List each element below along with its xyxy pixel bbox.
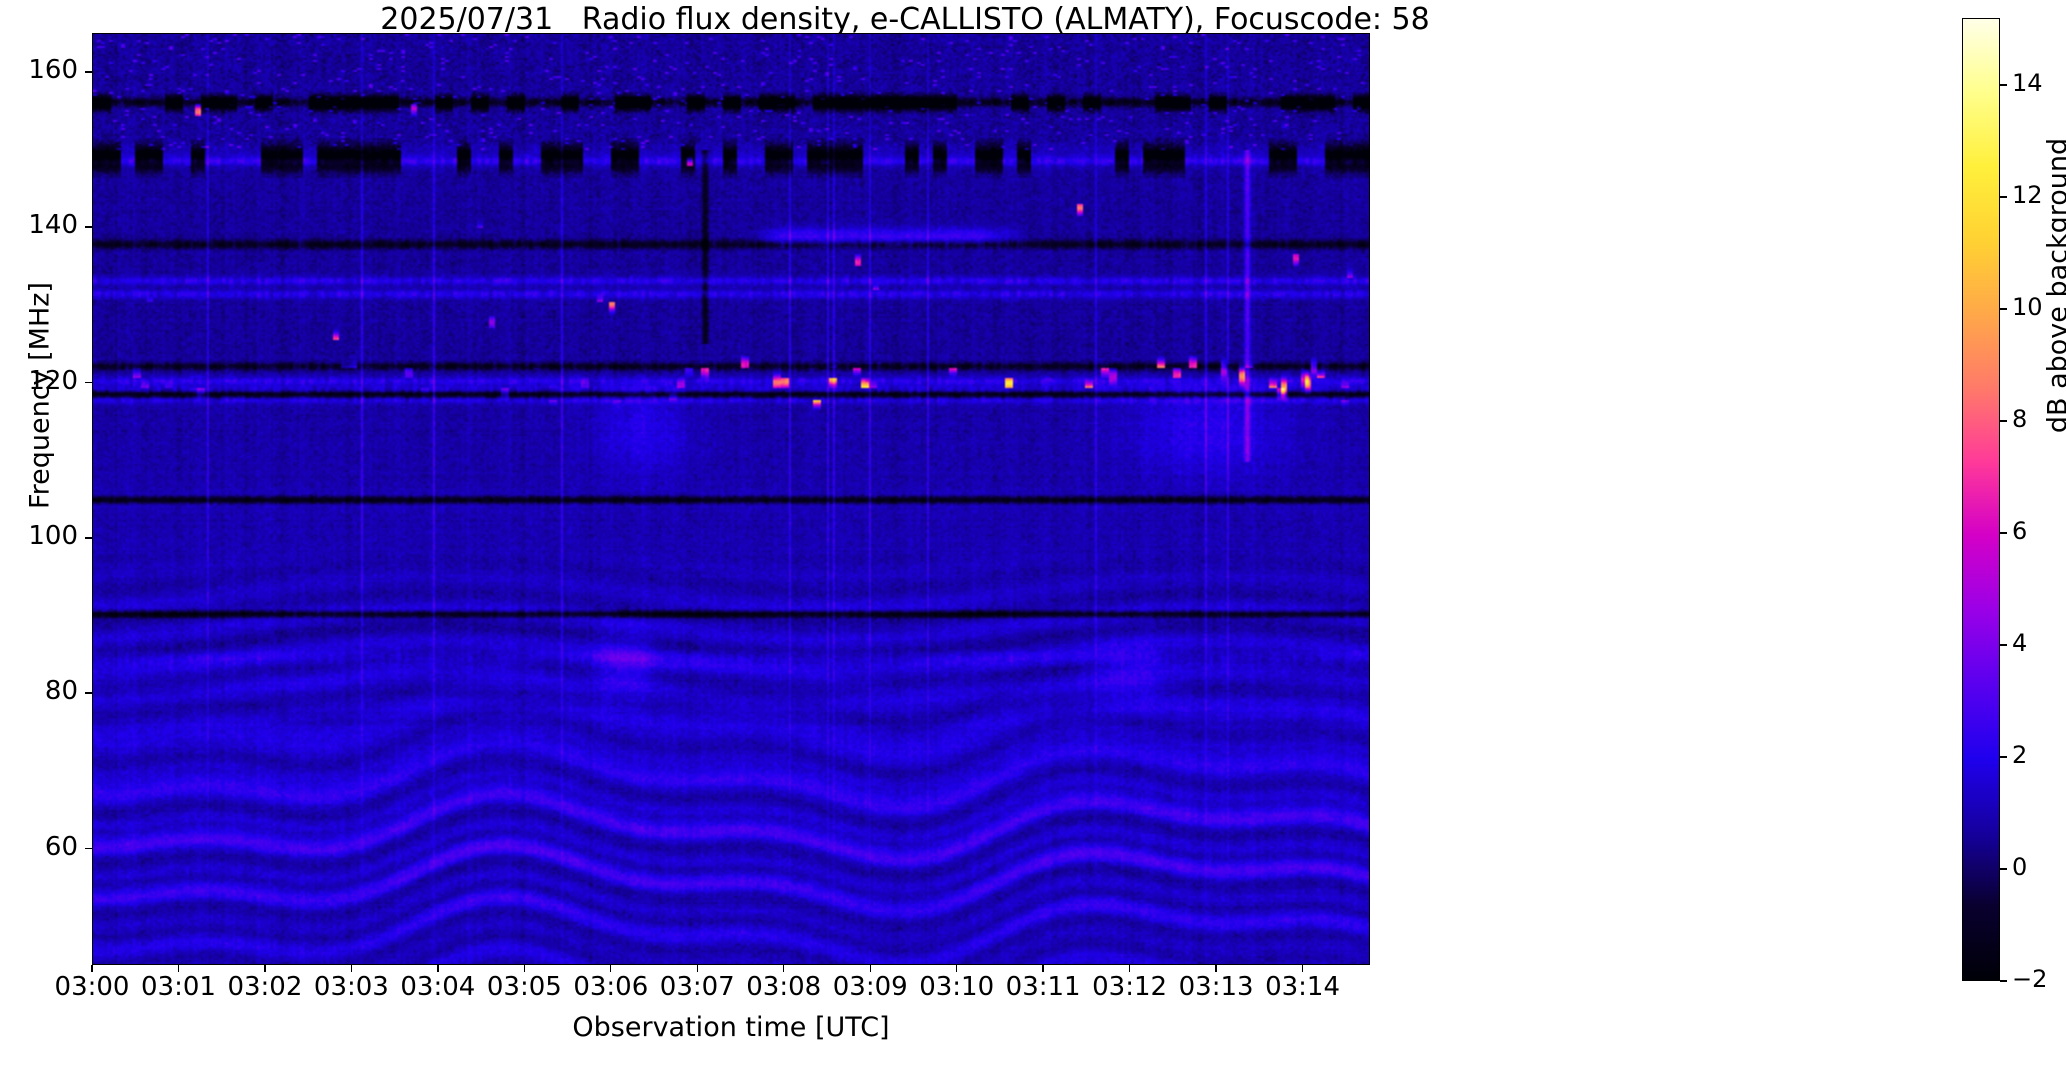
- x-tick-mark: [523, 965, 526, 972]
- colorbar-tick-mark: [2000, 308, 2007, 310]
- x-tick-mark: [869, 965, 871, 972]
- x-tick-mark: [1128, 965, 1131, 972]
- x-tick-mark: [437, 965, 439, 972]
- y-tick-label: 100: [28, 520, 78, 551]
- colorbar: [1962, 18, 2000, 981]
- colorbar-tick-label: 4: [2012, 629, 2028, 658]
- y-tick-label: 140: [28, 210, 78, 241]
- colorbar-tick-mark: [2000, 84, 2007, 86]
- colorbar-tick-label: −2: [2012, 965, 2048, 993]
- x-tick-mark: [264, 965, 266, 972]
- y-tick-label: 60: [44, 831, 78, 862]
- chart-title: 2025/07/31 Radio flux density, e-CALLIST…: [380, 2, 1430, 37]
- x-tick-label: 03:04: [400, 972, 476, 1002]
- y-tick-label: 80: [44, 676, 78, 707]
- spectrogram-image: [93, 34, 1369, 964]
- x-tick-mark: [350, 965, 353, 972]
- x-tick-label: 03:03: [313, 972, 389, 1002]
- x-tick-label: 03:10: [919, 972, 995, 1002]
- colorbar-tick-label: 14: [2012, 69, 2043, 98]
- x-tick-label: 03:05: [486, 972, 562, 1002]
- x-tick-label: 03:00: [54, 972, 130, 1002]
- x-tick-label: 03:01: [140, 972, 216, 1002]
- colorbar-tick-mark: [2000, 420, 2007, 422]
- colorbar-label: dB above background: [2042, 137, 2066, 434]
- y-tick-mark: [85, 71, 92, 73]
- x-tick-label: 03:11: [1005, 972, 1081, 1002]
- x-tick-label: 03:06: [573, 972, 649, 1002]
- y-tick-mark: [85, 537, 92, 539]
- y-tick-mark: [85, 692, 92, 694]
- colorbar-tick-label: 12: [2012, 181, 2043, 210]
- x-tick-mark: [91, 965, 93, 972]
- x-tick-label: 03:14: [1265, 972, 1341, 1002]
- colorbar-tick-mark: [2000, 756, 2007, 758]
- x-tick-label: 03:13: [1178, 972, 1254, 1002]
- colorbar-tick-mark: [2000, 980, 2007, 982]
- colorbar-tick-label: 6: [2012, 517, 2028, 546]
- y-tick-mark: [85, 226, 92, 228]
- colorbar-tick-label: 2: [2012, 741, 2028, 770]
- colorbar-tick-mark: [2000, 196, 2007, 198]
- x-tick-mark: [955, 965, 958, 972]
- x-tick-mark: [610, 965, 612, 972]
- colorbar-tick-label: 8: [2012, 405, 2028, 434]
- x-tick-label: 03:12: [1092, 972, 1168, 1002]
- colorbar-tick-mark: [2000, 868, 2007, 870]
- x-tick-mark: [1042, 965, 1044, 972]
- x-tick-label: 03:09: [832, 972, 908, 1002]
- x-tick-mark: [696, 965, 698, 972]
- x-tick-label: 03:07: [659, 972, 735, 1002]
- x-tick-mark: [177, 965, 180, 972]
- x-tick-label: 03:02: [227, 972, 303, 1002]
- colorbar-tick-mark: [2000, 532, 2007, 534]
- x-tick-label: 03:08: [746, 972, 822, 1002]
- y-tick-label: 160: [28, 54, 78, 85]
- x-tick-mark: [1215, 965, 1217, 972]
- x-tick-mark: [783, 965, 785, 972]
- colorbar-tick-mark: [2000, 644, 2007, 646]
- y-tick-label: 120: [28, 365, 78, 396]
- x-axis-label: Observation time [UTC]: [572, 1012, 890, 1043]
- y-tick-mark: [85, 847, 92, 850]
- y-tick-mark: [85, 381, 92, 384]
- colorbar-gradient: [1963, 19, 1999, 980]
- spectrogram-axes: [92, 33, 1370, 965]
- colorbar-tick-label: 0: [2012, 853, 2028, 882]
- x-tick-mark: [1301, 965, 1304, 972]
- colorbar-tick-label: 10: [2012, 293, 2043, 322]
